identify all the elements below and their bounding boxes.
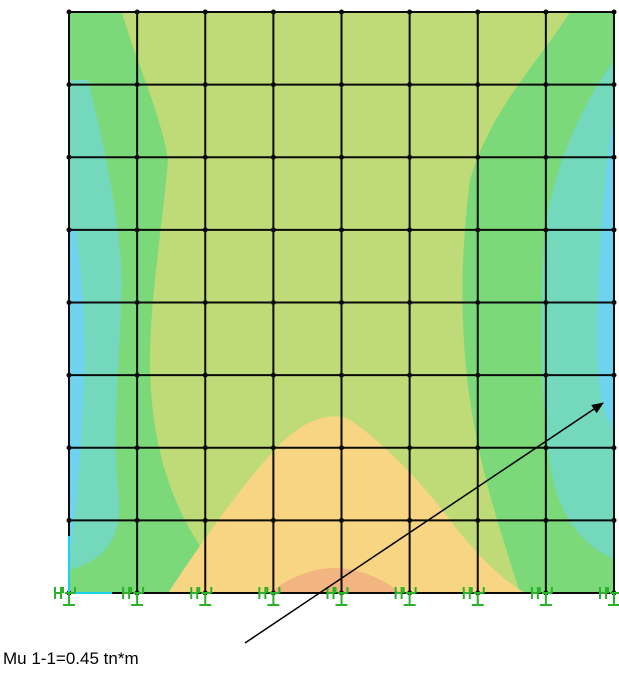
- mesh-node: [611, 300, 617, 305]
- mesh-node: [543, 517, 549, 523]
- mesh-node: [134, 300, 140, 305]
- mesh-node: [202, 300, 208, 305]
- mesh-node: [475, 517, 481, 523]
- mesh-node: [543, 9, 549, 15]
- mesh-node: [339, 445, 344, 451]
- mesh-node: [202, 82, 208, 88]
- mesh-node: [66, 9, 72, 15]
- mesh-node: [134, 82, 140, 88]
- contour-right-blue: [597, 110, 614, 430]
- mesh-node: [270, 9, 276, 15]
- support-fixed-icon: [54, 587, 76, 606]
- mesh-node: [475, 9, 481, 15]
- support-fixed-icon: [530, 587, 553, 606]
- support-markers: [54, 587, 619, 606]
- mesh-node: [543, 445, 549, 451]
- mesh-node: [270, 517, 276, 523]
- mesh-node: [475, 300, 481, 305]
- mesh-node: [339, 227, 344, 233]
- mesh-node: [407, 82, 413, 88]
- mesh-node: [202, 372, 208, 378]
- mesh-node: [339, 154, 344, 160]
- mesh-node: [339, 517, 344, 523]
- mesh-node: [134, 154, 140, 160]
- mesh-node: [202, 9, 208, 15]
- support-fixed-icon: [190, 587, 213, 606]
- mesh-node: [202, 445, 208, 451]
- mesh-node: [66, 372, 72, 378]
- mesh-node: [611, 372, 617, 378]
- mesh-node: [202, 154, 208, 160]
- mesh-node: [202, 517, 208, 523]
- mesh-node: [66, 300, 72, 305]
- mesh-node: [339, 9, 344, 15]
- mesh-node: [611, 445, 617, 451]
- mesh-node: [66, 154, 72, 160]
- mesh-node: [66, 227, 72, 233]
- mesh-node: [66, 82, 72, 88]
- mesh-node: [407, 9, 413, 15]
- mesh-node: [339, 372, 344, 378]
- mesh-node: [270, 445, 276, 451]
- contour-left-blue: [69, 230, 85, 560]
- mesh-node: [66, 445, 72, 451]
- mesh-node: [339, 300, 344, 305]
- contour-right-teal: [541, 60, 614, 560]
- mesh-node: [134, 372, 140, 378]
- mesh-node: [611, 517, 617, 523]
- support-fixed-icon: [394, 587, 417, 606]
- support-fixed-icon: [258, 587, 281, 606]
- mesh-node: [270, 154, 276, 160]
- support-fixed-icon: [599, 587, 619, 606]
- mesh-node: [475, 372, 481, 378]
- mesh-node: [475, 154, 481, 160]
- mesh-node: [134, 227, 140, 233]
- mesh-node: [270, 82, 276, 88]
- support-fixed-icon: [462, 587, 485, 606]
- contour-bottom-deep-orange: [270, 568, 400, 593]
- support-fixed-icon: [122, 587, 145, 606]
- mesh-node: [339, 82, 344, 88]
- mesh-node: [270, 227, 276, 233]
- mesh-node: [134, 9, 140, 15]
- mesh-node: [543, 372, 549, 378]
- mesh-node: [407, 300, 413, 305]
- support-fixed-icon: [326, 587, 349, 606]
- mesh-node: [611, 154, 617, 160]
- mesh-node: [270, 372, 276, 378]
- local-axis-icon: [68, 536, 112, 594]
- mesh-node: [543, 227, 549, 233]
- mesh-node: [270, 300, 276, 305]
- mesh-node: [407, 517, 413, 523]
- mesh-node: [202, 227, 208, 233]
- mesh-node: [407, 372, 413, 378]
- mesh-nodes: [66, 9, 617, 596]
- mesh-node: [134, 517, 140, 523]
- mesh-node: [134, 445, 140, 451]
- annotation-arrow: [244, 402, 604, 644]
- mesh-node: [407, 154, 413, 160]
- mesh-node: [611, 82, 617, 88]
- contour-bottom-orange: [168, 416, 525, 593]
- mesh-node: [407, 227, 413, 233]
- mesh-node: [543, 300, 549, 305]
- mesh-node: [475, 445, 481, 451]
- moment-annotation-label: Mu 1-1=0.45 tn*m: [3, 649, 139, 668]
- mesh-node: [611, 227, 617, 233]
- mesh-node: [475, 82, 481, 88]
- mesh-node: [543, 154, 549, 160]
- mesh-node: [543, 82, 549, 88]
- mesh-node: [611, 9, 617, 15]
- mesh-node: [475, 227, 481, 233]
- mesh-node: [407, 445, 413, 451]
- mesh-node: [66, 517, 72, 523]
